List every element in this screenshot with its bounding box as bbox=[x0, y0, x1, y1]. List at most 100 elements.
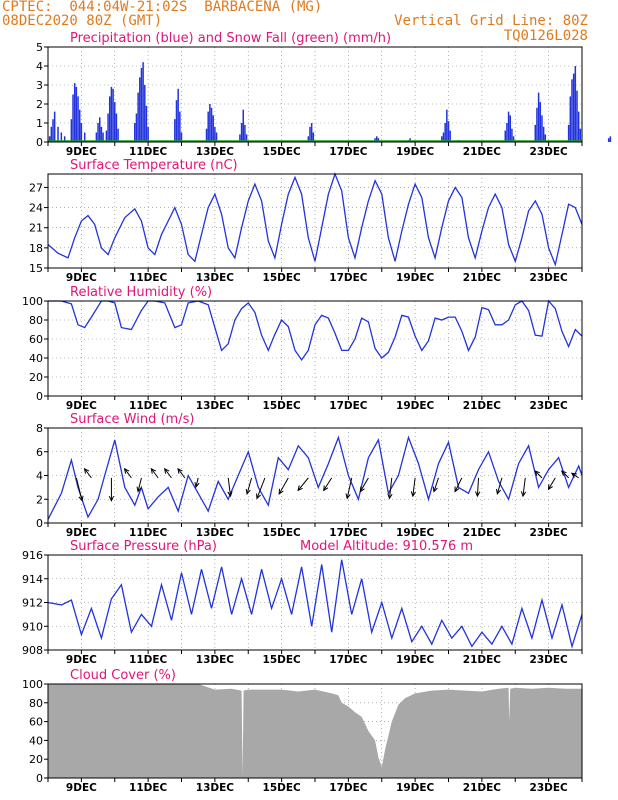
precip-bar bbox=[144, 85, 146, 142]
temperature-ytick-label: 18 bbox=[29, 242, 43, 255]
wind-xtick-label: 15DEC bbox=[263, 527, 302, 539]
precip-bar bbox=[312, 132, 315, 142]
precip-bar bbox=[537, 92, 540, 142]
cloud-area bbox=[48, 684, 582, 778]
precip-bar bbox=[110, 86, 113, 142]
cloud-xtick-label: 15DEC bbox=[263, 782, 302, 794]
precip-bar bbox=[145, 105, 148, 142]
wind-ytick-label: 8 bbox=[36, 422, 43, 435]
precip-bar bbox=[446, 109, 448, 142]
precip-bar bbox=[534, 124, 537, 142]
wind-arrow bbox=[246, 477, 253, 494]
wind-arrow-head bbox=[359, 486, 365, 493]
cloud-ytick-label: 0 bbox=[36, 772, 43, 785]
precip-bar bbox=[53, 111, 56, 142]
precip-bar bbox=[135, 113, 138, 142]
precip-bar bbox=[63, 136, 66, 142]
precip-bar bbox=[180, 132, 183, 142]
wind-arrow bbox=[124, 468, 132, 479]
header-station: CPTEC: 044:04W-21:02S BARBACENA (MG) bbox=[2, 0, 323, 15]
precip-bar bbox=[72, 94, 74, 142]
wind-arrow bbox=[534, 470, 543, 479]
pressure-xtick-label: 17DEC bbox=[329, 654, 368, 666]
precip-title: Precipitation (blue) and Snow Fall (gree… bbox=[70, 31, 391, 46]
wind-arrow-head bbox=[136, 486, 142, 493]
precip-bar bbox=[97, 123, 99, 142]
pressure-ytick-label: 910 bbox=[22, 620, 43, 633]
precip-bar bbox=[177, 88, 179, 142]
precip-bar bbox=[83, 132, 86, 142]
precip-bar bbox=[95, 132, 98, 142]
wind-arrow-head bbox=[256, 493, 261, 500]
cloud-xtick-label: 21DEC bbox=[463, 782, 502, 794]
temperature-xtick-label: 9DEC bbox=[66, 272, 97, 284]
precip-bar bbox=[48, 136, 51, 142]
precip-xtick-label: 9DEC bbox=[66, 146, 97, 158]
precip-bar bbox=[444, 123, 446, 142]
cloud-xtick-label: 23DEC bbox=[530, 782, 569, 794]
pressure-xtick-label: 21DEC bbox=[463, 654, 502, 666]
wind-arrow bbox=[227, 477, 232, 497]
precip-bar bbox=[107, 113, 109, 142]
cloud-ytick-label: 60 bbox=[29, 716, 43, 729]
precip-bar bbox=[539, 102, 542, 142]
pressure-subtitle: Model Altitude: 910.576 m bbox=[300, 539, 473, 554]
precip-bar bbox=[239, 134, 241, 142]
wind-xtick-label: 9DEC bbox=[66, 527, 97, 539]
precip-bar bbox=[242, 109, 244, 142]
wind-title: Surface Wind (m/s) bbox=[70, 412, 194, 427]
precip-bar bbox=[579, 128, 582, 142]
wind-ytick-label: 4 bbox=[36, 470, 43, 483]
wind-xtick-label: 19DEC bbox=[396, 527, 435, 539]
header-grid-line: Vertical Grid Line: 80Z bbox=[394, 13, 588, 29]
precip-bar bbox=[73, 83, 76, 142]
precip-ytick-label: 2 bbox=[36, 98, 43, 111]
cloud-panel bbox=[44, 683, 583, 782]
wind-arrow bbox=[359, 477, 369, 492]
wind-arrow bbox=[496, 477, 503, 494]
precip-bar bbox=[212, 115, 214, 142]
pressure-panel bbox=[44, 554, 583, 654]
precip-bar bbox=[140, 67, 143, 142]
precip-xtick-label: 21DEC bbox=[463, 146, 502, 158]
wind-ytick-label: 0 bbox=[36, 517, 43, 530]
precip-bar bbox=[447, 121, 450, 142]
humidity-xtick-label: 15DEC bbox=[263, 400, 302, 412]
precip-ytick-label: 0 bbox=[36, 136, 43, 149]
precip-bar bbox=[609, 136, 612, 142]
pressure-line bbox=[47, 559, 583, 649]
precip-bar bbox=[536, 107, 538, 142]
wind-arrow-head bbox=[194, 481, 200, 489]
cloud-xtick-label: 11DEC bbox=[129, 782, 168, 794]
precip-bar bbox=[100, 126, 103, 142]
wind-arrow bbox=[297, 477, 309, 491]
pressure-ytick-label: 914 bbox=[22, 573, 43, 586]
pressure-xtick-label: 9DEC bbox=[66, 654, 97, 666]
precip-bar bbox=[75, 86, 78, 142]
precip-bar bbox=[77, 96, 79, 142]
precip-bar bbox=[506, 123, 508, 142]
precip-bar bbox=[60, 132, 63, 142]
precip-bar bbox=[567, 124, 570, 142]
wind-arrow-head bbox=[123, 467, 130, 474]
precip-bar bbox=[209, 104, 211, 142]
wind-arrow-head bbox=[454, 486, 460, 493]
wind-arrow-head bbox=[163, 467, 170, 474]
temperature-ytick-label: 15 bbox=[29, 262, 43, 275]
humidity-xtick-label: 13DEC bbox=[196, 400, 235, 412]
wind-arrow-head bbox=[297, 485, 303, 492]
temperature-xtick-label: 23DEC bbox=[530, 272, 569, 284]
wind-arrow-head bbox=[570, 472, 577, 478]
humidity-xtick-label: 21DEC bbox=[463, 400, 502, 412]
precip-bar bbox=[117, 128, 119, 142]
wind-arrow bbox=[150, 468, 159, 479]
wind-arrow bbox=[571, 472, 579, 479]
precip-bar bbox=[576, 90, 578, 142]
wind-arrow-head bbox=[345, 493, 351, 500]
wind-arrow-head bbox=[495, 488, 502, 495]
cloud-ytick-label: 80 bbox=[29, 697, 43, 710]
precip-bar bbox=[309, 126, 311, 142]
temperature-title: Surface Temperature (nC) bbox=[70, 158, 238, 173]
precip-panel bbox=[44, 46, 612, 146]
wind-arrow bbox=[137, 477, 142, 492]
